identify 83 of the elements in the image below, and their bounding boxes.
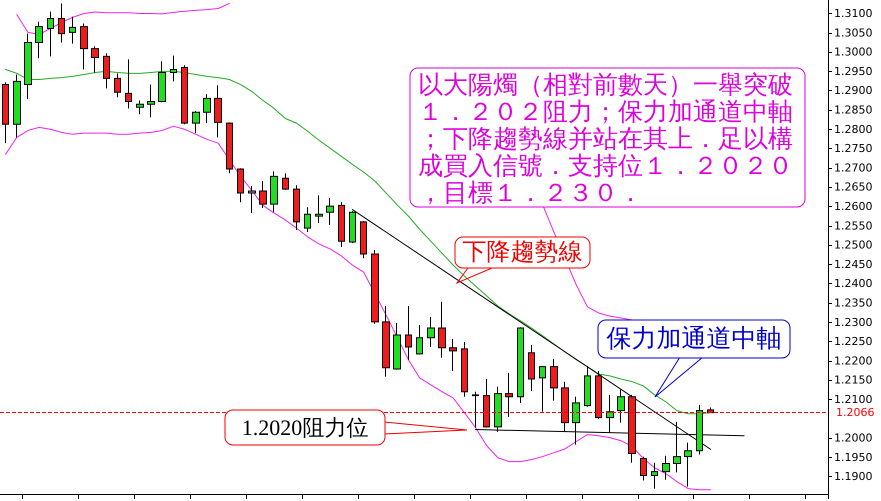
candlestick bbox=[595, 370, 602, 420]
candlestick bbox=[662, 455, 670, 480]
line-series bbox=[16, 2, 230, 35]
candlestick bbox=[651, 462, 658, 490]
candlestick bbox=[91, 46, 99, 74]
candlestick bbox=[192, 110, 200, 134]
candlestick bbox=[539, 365, 546, 412]
candlestick bbox=[203, 94, 211, 124]
y-tick-label: 1.2600 bbox=[834, 200, 872, 213]
candlestick bbox=[259, 180, 267, 209]
candlestick bbox=[147, 84, 155, 118]
candlestick bbox=[449, 338, 457, 372]
annotation: 下降趨勢線 bbox=[462, 240, 582, 266]
annotation: 1.2020阻力位 bbox=[242, 415, 368, 440]
candlestick bbox=[125, 58, 132, 109]
candlestick bbox=[80, 23, 88, 70]
candlestick bbox=[517, 326, 524, 404]
candlestick bbox=[617, 389, 625, 424]
y-tick-label: 1.2800 bbox=[834, 122, 872, 136]
y-tick-label: 1.2300 bbox=[834, 316, 872, 329]
y-tick-label: 1.2200 bbox=[834, 354, 872, 368]
candlestick bbox=[58, 2, 65, 43]
candlestick bbox=[2, 82, 9, 144]
candlestick bbox=[24, 33, 32, 100]
candlestick bbox=[360, 220, 367, 259]
y-tick-label: 1.2100 bbox=[834, 392, 872, 406]
candlestick bbox=[226, 122, 233, 174]
y-tick-label: 1.2500 bbox=[834, 238, 872, 252]
annotation: 保力加通道中軸 bbox=[606, 326, 782, 352]
candlestick bbox=[103, 52, 110, 89]
y-tick-label: 1.2250 bbox=[834, 335, 872, 348]
candlestick bbox=[528, 344, 535, 392]
candlestick bbox=[505, 372, 513, 418]
y-tick-label: 1.2350 bbox=[834, 296, 872, 310]
candlestick bbox=[304, 206, 311, 232]
y-tick-label: 1.2000 bbox=[834, 432, 872, 445]
candlestick bbox=[382, 306, 390, 378]
candlestick bbox=[35, 21, 43, 59]
y-tick-label: 1.1900 bbox=[834, 470, 872, 484]
candlestick bbox=[13, 74, 21, 138]
y-tick-label: 1.2850 bbox=[834, 103, 872, 116]
candlestick bbox=[315, 194, 323, 224]
candlestick bbox=[550, 358, 558, 402]
candlestick bbox=[438, 301, 446, 358]
candlestick bbox=[181, 64, 188, 125]
y-tick-label: 1.3050 bbox=[834, 26, 872, 40]
candlestick bbox=[293, 184, 300, 231]
y-tick-label: 1.2450 bbox=[834, 258, 872, 271]
y-tick-label: 1.2700 bbox=[834, 161, 872, 174]
candlestick bbox=[237, 168, 244, 203]
candlestick bbox=[69, 16, 76, 44]
candlestick bbox=[461, 341, 468, 398]
y-tick-label: 1.3000 bbox=[834, 46, 872, 59]
ref-line-label: 1.2066 bbox=[836, 406, 874, 420]
annotation: 以大陽燭（相對前數天）一舉突破１．２０２阻力；保力加通道中軸；下降趨勢線并站在其上．足以構成買入信號．支持位１．２０２０，目標１．２３０． bbox=[418, 71, 793, 207]
y-tick-label: 1.2950 bbox=[834, 64, 872, 78]
y-tick-label: 1.1950 bbox=[834, 450, 872, 464]
candlestick bbox=[136, 100, 144, 115]
candlestick bbox=[47, 11, 54, 57]
candlestick bbox=[371, 250, 379, 324]
candlestick bbox=[393, 322, 401, 370]
candlestick bbox=[584, 365, 591, 408]
y-tick-label: 1.2650 bbox=[834, 180, 872, 194]
y-tick-label: 1.2550 bbox=[834, 219, 872, 232]
candlestick bbox=[114, 72, 121, 98]
candlestick bbox=[282, 172, 289, 190]
candlestick bbox=[248, 186, 256, 214]
candlestick bbox=[170, 55, 177, 82]
y-tick-label: 1.3100 bbox=[834, 7, 872, 20]
candlestick bbox=[326, 197, 334, 226]
y-tick-label: 1.2750 bbox=[834, 142, 872, 156]
candlestick bbox=[158, 60, 166, 103]
candlestick bbox=[405, 306, 412, 360]
candlestick bbox=[427, 316, 435, 348]
candlestick bbox=[640, 456, 647, 481]
y-tick-label: 1.2150 bbox=[834, 374, 872, 387]
candlestick bbox=[270, 170, 278, 213]
candlestick bbox=[684, 442, 692, 488]
candlestick bbox=[214, 84, 222, 138]
candlestick bbox=[416, 324, 423, 356]
y-tick-label: 1.2900 bbox=[834, 84, 872, 98]
candlestick bbox=[338, 202, 345, 248]
y-tick-label: 1.2400 bbox=[834, 277, 872, 290]
